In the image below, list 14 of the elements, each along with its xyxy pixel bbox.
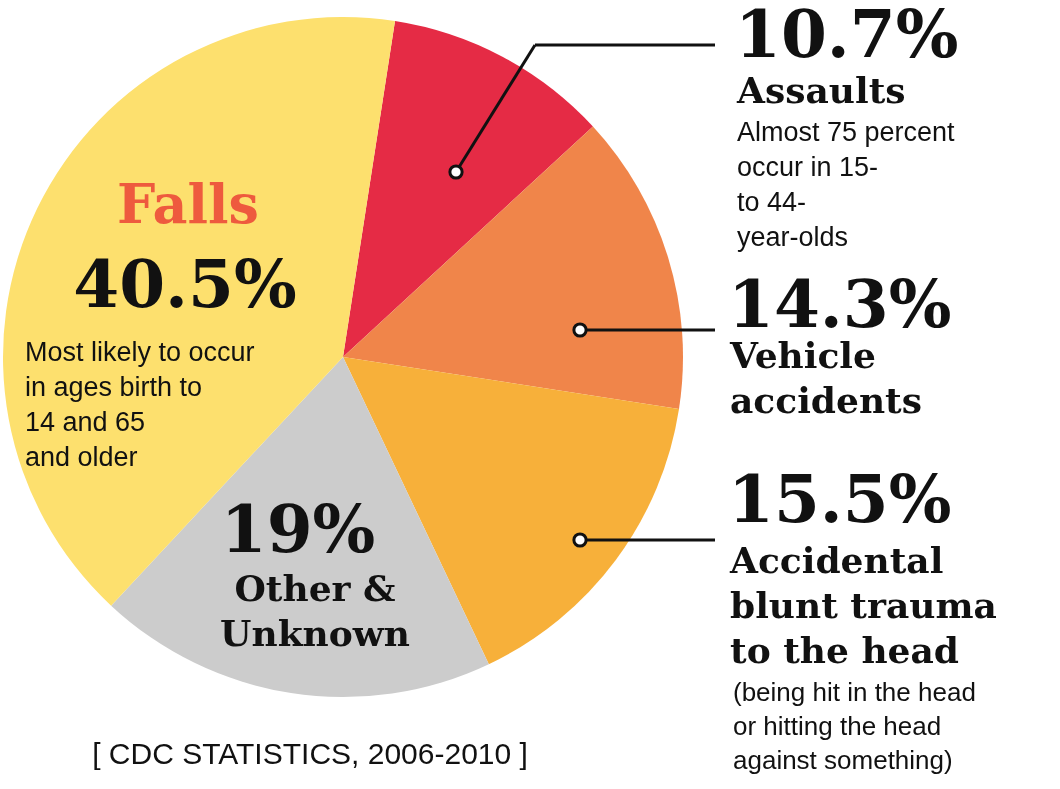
text: [ CDC STATISTICS, 2006-2010 ] bbox=[92, 737, 528, 770]
pie-slice bbox=[343, 21, 593, 357]
slice-label: Falls bbox=[117, 172, 259, 236]
text: (being hit in the head or hitting the head against something) bbox=[733, 677, 976, 775]
data-label: 19% bbox=[220, 490, 376, 568]
pie-slice bbox=[3, 17, 396, 606]
pie-slice bbox=[343, 126, 683, 410]
slice-label: Accidental blunt trauma to the head bbox=[729, 539, 997, 671]
text: Most likely to occur in ages birth to 14 and 65 and older bbox=[25, 337, 255, 473]
text: Almost 75 percent occur in 15- to 44- year-olds bbox=[737, 117, 956, 253]
slice-label: Vehicle accidents bbox=[729, 334, 922, 421]
data-label: 15.5% bbox=[728, 460, 952, 538]
data-label: 40.5% bbox=[73, 245, 297, 323]
slice-label: Other & Unknown bbox=[220, 567, 410, 654]
